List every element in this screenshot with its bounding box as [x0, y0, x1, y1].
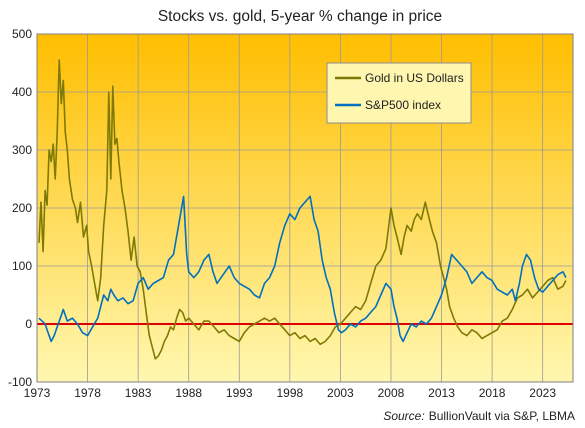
source-prefix: Source: [383, 409, 424, 423]
x-axis-ticks: 1973 1978 1983 1988 1993 1998 2003 2008 2013 2018… [24, 386, 557, 400]
y-tick-label: 0 [25, 317, 32, 331]
y-tick-label: 500 [12, 27, 32, 41]
y-tick-label: 200 [12, 201, 32, 215]
legend-label-gold: Gold in US Dollars [365, 71, 464, 85]
x-tick-label: 2003 [327, 386, 354, 400]
x-tick-label: 1973 [24, 386, 51, 400]
y-tick-label: 400 [12, 85, 32, 99]
legend-box [326, 62, 472, 124]
x-tick-label: 2018 [479, 386, 506, 400]
plot-border [36, 33, 574, 383]
series-line-gold [38, 59, 567, 360]
source-text: BullionVault via S&P, LBMA [429, 409, 575, 423]
y-axis-ticks: -100 0 100 200 300 400 500 [8, 27, 32, 389]
y-tick-label: 300 [12, 143, 32, 157]
x-tick-label: 1988 [175, 386, 202, 400]
y-tick-label: 100 [12, 259, 32, 273]
series-line-sp500 [38, 195, 567, 343]
x-tick-label: 1998 [276, 386, 303, 400]
x-tick-label: 2023 [529, 386, 556, 400]
y-tick-label: -100 [8, 375, 32, 389]
x-tick-label: 1978 [74, 386, 101, 400]
series-lines [38, 59, 567, 360]
source-note: Source: BullionVault via S&P, LBMA [383, 409, 575, 423]
legend: Gold in US Dollars S&P500 index [326, 62, 472, 124]
x-tick-label: 2013 [428, 386, 455, 400]
x-tick-label: 2008 [378, 386, 405, 400]
x-tick-label: 1983 [125, 386, 152, 400]
legend-label-sp500: S&P500 index [365, 98, 441, 112]
x-tick-label: 1993 [226, 386, 253, 400]
chart-title: Stocks vs. gold, 5-year % change in pric… [158, 8, 442, 25]
